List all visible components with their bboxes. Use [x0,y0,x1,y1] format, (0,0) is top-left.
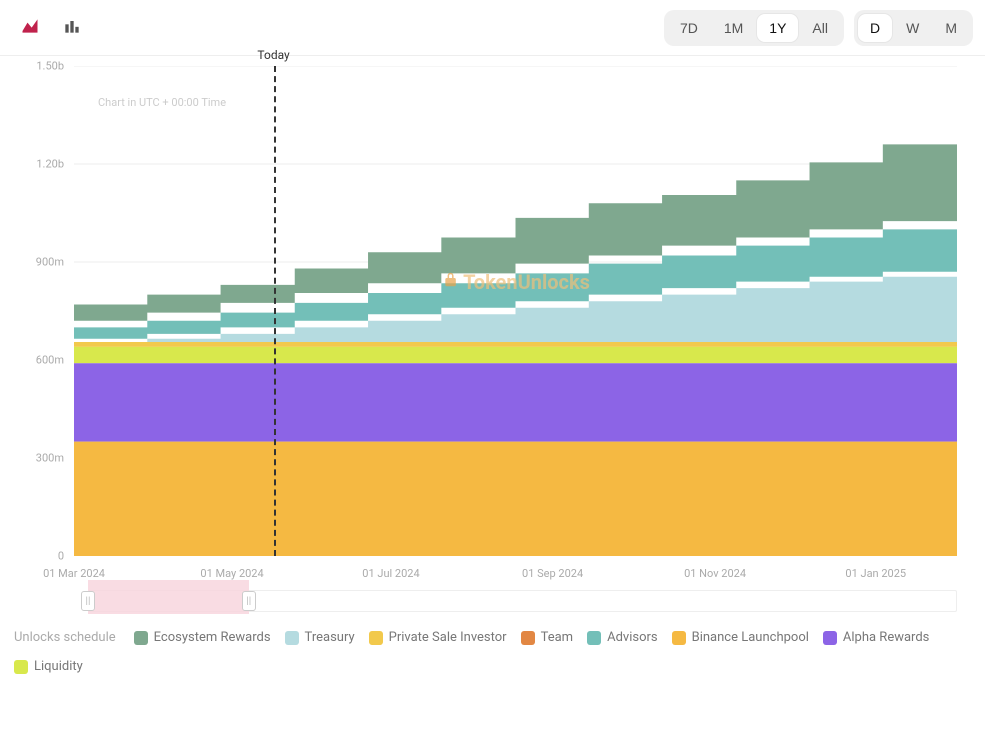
chart-area: Chart in UTC + 00:00 Time TokenUnlocks 0… [0,56,985,596]
series-binance-launchpool [74,442,957,556]
legend-swatch [369,631,383,645]
series-private-sale-investor [74,342,957,347]
slider-handle-left[interactable]: || [81,591,95,611]
legend-swatch [521,631,535,645]
today-label: Today [257,48,289,62]
bar-chart-icon [62,16,82,39]
area-chart-button[interactable] [12,10,48,46]
legend-label: Advisors [607,630,658,645]
legend-item-team[interactable]: Team [521,630,574,645]
legend-label: Private Sale Investor [389,630,507,645]
slider-selection [88,580,249,614]
stacked-area-svg [74,66,957,556]
x-axis-label: 01 Jan 2025 [845,567,906,580]
y-axis-label: 1.50b [16,60,64,73]
range-group-1m[interactable]: 1M [712,14,755,42]
range-group: 7D1M1YAll [664,10,844,46]
range-group-7d[interactable]: 7D [668,14,710,42]
legend-item-alpha-rewards[interactable]: Alpha Rewards [823,630,929,645]
legend-swatch [134,631,148,645]
slider-handle-right[interactable]: || [242,591,256,611]
legend-swatch [14,660,28,674]
legend-item-binance-launchpool[interactable]: Binance Launchpool [672,630,809,645]
x-axis-label: 01 May 2024 [200,567,263,580]
legend-item-liquidity[interactable]: Liquidity [14,659,83,674]
legend-item-private-sale-investor[interactable]: Private Sale Investor [369,630,507,645]
x-axis-label: 01 Nov 2024 [684,567,746,580]
y-axis-label: 600m [16,354,64,367]
chart-plot: Chart in UTC + 00:00 Time TokenUnlocks 0… [74,66,957,556]
interval-group: DWM [854,10,973,46]
legend-label: Team [541,630,574,645]
series-liquidity [74,347,957,363]
legend-swatch [672,631,686,645]
y-axis-label: 1.20b [16,158,64,171]
legend-swatch [285,631,299,645]
range-group-all[interactable]: All [800,14,840,42]
x-axis-label: 01 Mar 2024 [43,567,105,580]
time-controls: 7D1M1YAll DWM [664,10,973,46]
legend-swatch [823,631,837,645]
range-group-1y[interactable]: 1Y [757,14,798,42]
legend-label: Alpha Rewards [843,630,929,645]
series-alpha-rewards [74,363,957,441]
y-axis-label: 900m [16,256,64,269]
legend-item-treasury[interactable]: Treasury [285,630,355,645]
legend-label: Treasury [305,630,355,645]
legend: Unlocks schedule Ecosystem Rewards Treasu… [0,630,985,674]
y-axis-label: 0 [16,550,64,563]
legend-label: Binance Launchpool [692,630,809,645]
interval-group-w[interactable]: W [894,14,931,42]
legend-item-ecosystem-rewards[interactable]: Ecosystem Rewards [134,630,271,645]
today-line [274,66,276,556]
x-axis-label: 01 Sep 2024 [522,567,583,580]
y-axis-label: 300m [16,452,64,465]
range-slider[interactable]: || || [88,586,957,616]
legend-item-advisors[interactable]: Advisors [587,630,658,645]
legend-label: Ecosystem Rewards [154,630,271,645]
legend-swatch [587,631,601,645]
utc-note: Chart in UTC + 00:00 Time [98,96,226,109]
x-axis-label: 01 Jul 2024 [362,567,419,580]
legend-label: Liquidity [34,659,83,674]
legend-title: Unlocks schedule [14,630,116,645]
bar-chart-button[interactable] [54,10,90,46]
interval-group-d[interactable]: D [858,14,892,42]
top-toolbar: 7D1M1YAll DWM [0,0,985,56]
area-chart-icon [20,16,40,39]
chart-type-switcher [12,10,90,46]
interval-group-m[interactable]: M [933,14,969,42]
